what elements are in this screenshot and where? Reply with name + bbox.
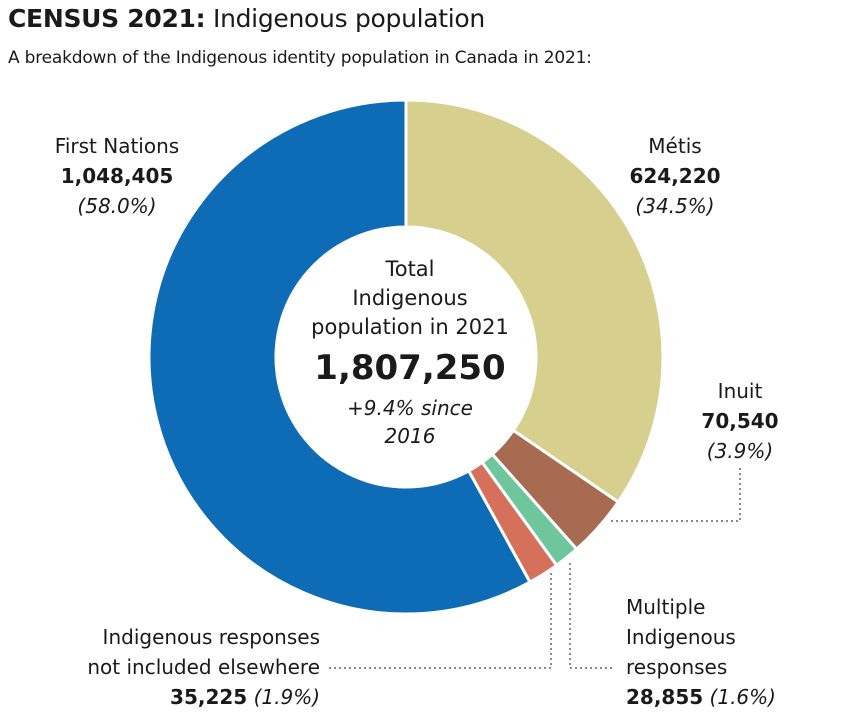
multiple-line3: responses <box>626 655 728 679</box>
center-change-line2: 2016 <box>384 424 436 448</box>
inuit-percent: (3.9%) <box>706 439 774 463</box>
label-inuit: Inuit 70,540 (3.9%) <box>680 376 800 466</box>
donut-slices <box>147 98 665 616</box>
inuit-name: Inuit <box>717 379 763 403</box>
center-total-value: 1,807,250 <box>314 348 506 388</box>
inuit-leader-line <box>611 467 741 522</box>
multiple-value: 28,855 <box>626 685 704 709</box>
multiple-value-row: 28,855 (1.6%) <box>626 682 776 712</box>
other-value: 35,225 <box>170 685 248 709</box>
metis-value: 624,220 <box>629 164 721 188</box>
center-label-line1: Total <box>385 257 435 281</box>
label-first-nations: First Nations 1,048,405 (58.0%) <box>22 131 212 221</box>
multiple-line1: Multiple <box>626 595 706 619</box>
title-bold: CENSUS 2021: <box>8 4 206 33</box>
multiple-leader-line <box>569 563 615 669</box>
donut-center-text: Total Indigenous population in 2021 1,80… <box>290 255 530 450</box>
first-nations-name: First Nations <box>54 134 180 158</box>
center-label-line3: population in 2021 <box>311 315 509 339</box>
multiple-percent: (1.6%) <box>709 685 776 709</box>
other-value-row: 35,225 (1.9%) <box>40 682 320 712</box>
slice-m-tis <box>404 98 665 504</box>
center-change-line1: +9.4% since <box>347 396 473 420</box>
leader-lines <box>328 467 741 669</box>
other-leader-line <box>328 573 552 669</box>
title-rest: Indigenous population <box>213 4 485 33</box>
first-nations-value: 1,048,405 <box>60 164 174 188</box>
label-other: Indigenous responses not included elsewh… <box>40 622 320 712</box>
first-nations-percent: (58.0%) <box>77 194 157 218</box>
slice-first-nations <box>147 98 532 616</box>
multiple-line2: Indigenous <box>626 625 736 649</box>
center-label-line2: Indigenous <box>352 286 468 310</box>
chart-subtitle: A breakdown of the Indigenous identity p… <box>8 48 592 68</box>
label-multiple: Multiple Indigenous responses 28,855 (1.… <box>626 592 776 712</box>
inuit-value: 70,540 <box>701 409 779 433</box>
metis-name: Métis <box>648 134 702 158</box>
label-metis: Métis 624,220 (34.5%) <box>600 131 750 221</box>
chart-title: CENSUS 2021: Indigenous population <box>8 2 485 36</box>
other-line1: Indigenous responses <box>102 625 320 649</box>
other-line2: not included elsewhere <box>87 655 320 679</box>
metis-percent: (34.5%) <box>635 194 715 218</box>
other-percent: (1.9%) <box>253 685 320 709</box>
